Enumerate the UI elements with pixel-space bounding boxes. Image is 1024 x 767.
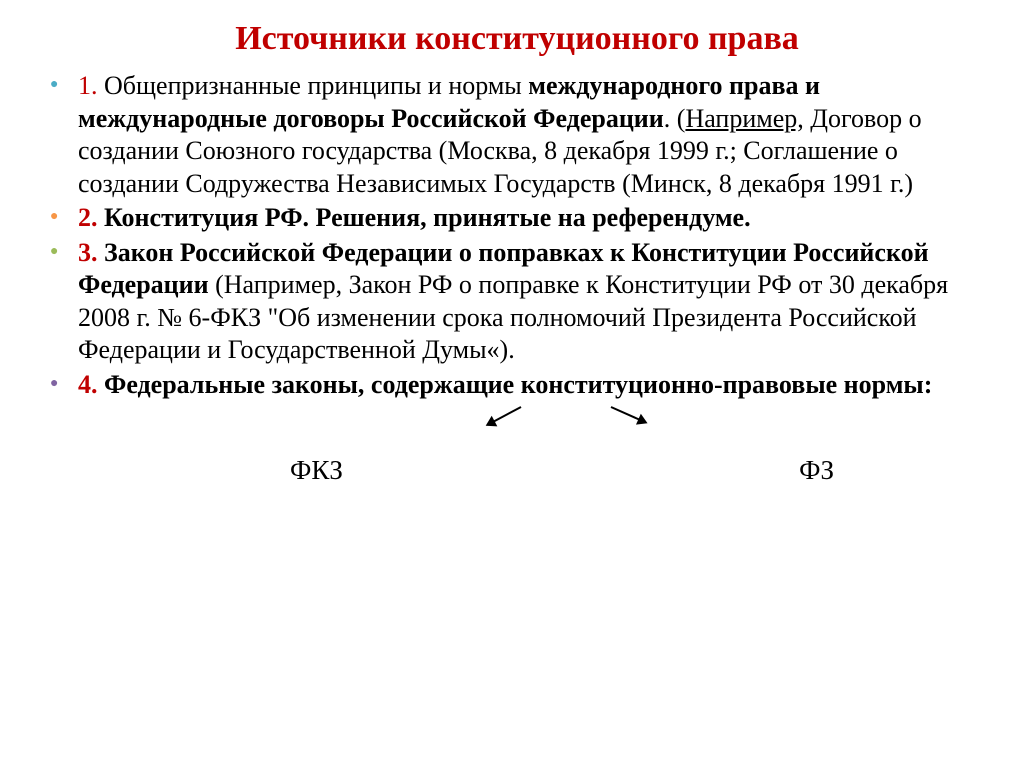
item-text: Общепризнанные принципы и нормы [98, 71, 529, 100]
item-bold: Федеральные законы, содержащие конституц… [98, 370, 933, 399]
item-number: 1. [78, 71, 98, 100]
bottom-labels: ФКЗ ФЗ [50, 449, 984, 486]
list-item: 2. Конституция РФ. Решения, принятые на … [78, 202, 984, 235]
arrow-right [611, 406, 647, 423]
list-item: 4. Федеральные законы, содержащие консти… [78, 369, 984, 402]
list-item: 3. Закон Российской Федерации о поправка… [78, 237, 984, 367]
item-number: 3. [78, 238, 98, 267]
item-number: 2. [78, 203, 98, 232]
arrow-left [487, 406, 521, 426]
arrow-diagram [50, 407, 984, 449]
item-text: . ( [664, 104, 686, 133]
label-fkz: ФКЗ [290, 455, 343, 486]
item-number: 4. [78, 370, 98, 399]
list-item: 1. Общепризнанные принципы и нормы между… [78, 70, 984, 200]
item-underline: Например, [685, 104, 803, 133]
slide-title: Источники конституционного права [50, 20, 984, 58]
item-bold: Конституция РФ. Решения, принятые на реф… [98, 203, 751, 232]
bullet-list: 1. Общепризнанные принципы и нормы между… [50, 70, 984, 401]
label-fz: ФЗ [799, 455, 834, 486]
